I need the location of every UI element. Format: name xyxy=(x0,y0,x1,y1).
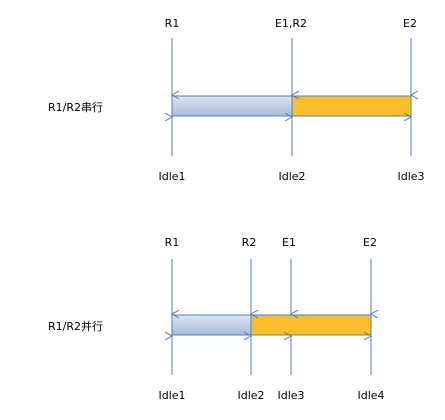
serial-bottom-label-idle3: Idle3 xyxy=(397,170,424,183)
parallel-top-label-r2: R2 xyxy=(242,236,257,249)
serial-bottom-label-idle2: Idle2 xyxy=(278,170,305,183)
parallel-row-label: R1/R2并行 xyxy=(48,319,103,333)
parallel-top-label-e2: E2 xyxy=(363,236,377,249)
serial-top-label-e2: E2 xyxy=(403,17,417,30)
serial-row-label: R1/R2串行 xyxy=(48,101,103,114)
parallel-section: R1/R2并行 R1 R2 E1 E2 Idle1 Idle2 Idle3 Id… xyxy=(48,236,385,402)
serial-r1-segment xyxy=(171,95,293,117)
parallel-r2-segment xyxy=(250,314,372,336)
parallel-top-label-e1: E1 xyxy=(282,236,296,249)
parallel-top-label-r1: R1 xyxy=(165,236,180,249)
parallel-bottom-label-idle3: Idle3 xyxy=(277,389,304,402)
serial-top-label-e1r2: E1,R2 xyxy=(275,17,307,30)
parallel-bottom-label-idle1: Idle1 xyxy=(158,389,185,402)
serial-section: R1/R2串行 R1 E1,R2 E2 Idle1 Idle2 Idle3 xyxy=(48,17,425,183)
parallel-bottom-label-idle4: Idle4 xyxy=(357,389,384,402)
serial-r2-segment xyxy=(291,95,412,117)
parallel-r1-segment xyxy=(171,314,252,336)
serial-bottom-label-idle1: Idle1 xyxy=(158,170,185,183)
parallel-bottom-label-idle2: Idle2 xyxy=(237,389,264,402)
serial-top-label-r1: R1 xyxy=(165,17,180,30)
